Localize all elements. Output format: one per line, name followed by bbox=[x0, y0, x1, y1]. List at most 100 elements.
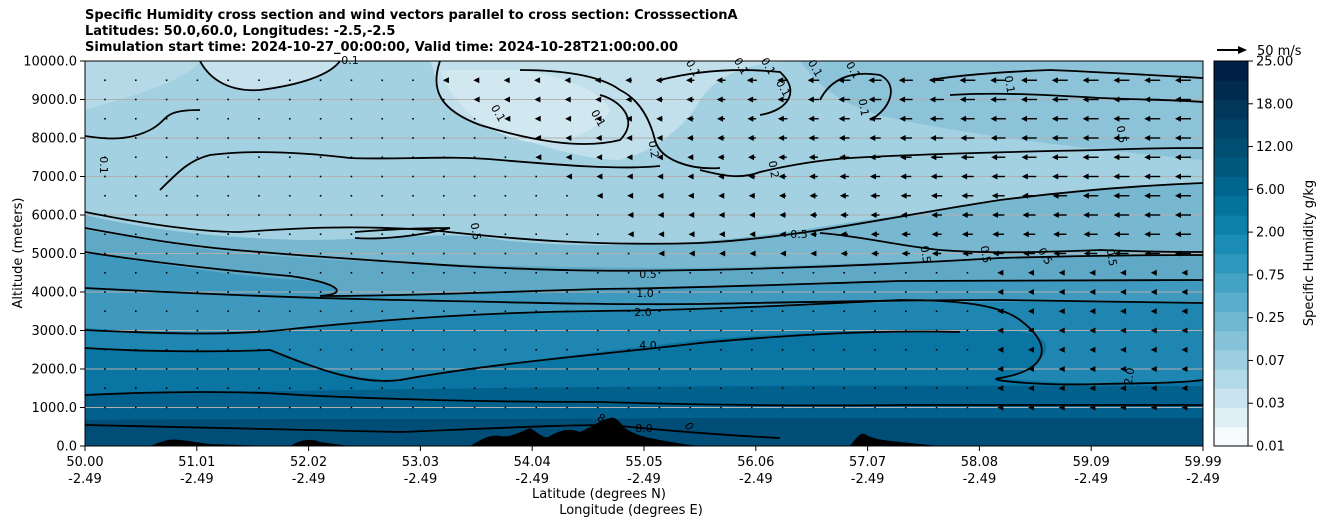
wind-vector-head bbox=[1051, 96, 1058, 103]
contour-label: 0.5 bbox=[639, 268, 657, 281]
wind-vector-dot bbox=[751, 368, 753, 370]
wind-vector-dot bbox=[135, 406, 137, 409]
wind-vector-head bbox=[1175, 173, 1181, 180]
wind-vector-dot bbox=[350, 271, 353, 274]
wind-vector-head bbox=[1113, 96, 1120, 103]
wind-vector-head bbox=[1120, 308, 1127, 315]
wind-vector-dot bbox=[597, 271, 599, 274]
x-tick-label-latitude: 53.03 bbox=[402, 455, 439, 470]
wind-vector-head bbox=[1181, 269, 1188, 276]
wind-vector-dot bbox=[350, 233, 353, 236]
wind-vector-head bbox=[1021, 115, 1027, 122]
wind-vector-dot bbox=[104, 175, 106, 178]
wind-vector-dot bbox=[504, 348, 507, 351]
wind-vector-dot bbox=[319, 387, 322, 390]
contour-label: 0.5 bbox=[1114, 125, 1130, 144]
wind-vector-dot bbox=[689, 406, 691, 409]
wind-vector-dot bbox=[781, 310, 784, 313]
wind-vector-dot bbox=[381, 233, 383, 236]
wind-vector-head bbox=[838, 96, 845, 103]
wind-vector-dot bbox=[658, 329, 661, 332]
wind-vector-dot bbox=[935, 271, 938, 274]
wind-vector-head bbox=[840, 212, 847, 218]
wind-vector-head bbox=[779, 212, 786, 218]
wind-vector-dot bbox=[227, 233, 229, 236]
wind-vectors bbox=[104, 77, 1191, 411]
wind-vector-head bbox=[565, 154, 572, 161]
wind-vector-dot bbox=[227, 329, 229, 332]
wind-vector-dot bbox=[135, 348, 137, 351]
wind-vector-head bbox=[748, 212, 755, 218]
wind-vector-head bbox=[1058, 346, 1065, 353]
wind-vector-dot bbox=[473, 387, 476, 390]
wind-vector-dot bbox=[812, 271, 815, 274]
wind-vector-head bbox=[837, 77, 844, 84]
wind-vector-dot bbox=[319, 79, 322, 82]
wind-vector-head bbox=[688, 250, 695, 257]
x-tick-label-latitude: 59.09 bbox=[1073, 455, 1110, 470]
x-tick-label-latitude: 52.02 bbox=[290, 455, 327, 470]
wind-vector-dot bbox=[412, 252, 414, 255]
wind-vector-dot bbox=[289, 252, 291, 255]
wind-vector-head bbox=[1051, 135, 1058, 141]
wind-vector-dot bbox=[597, 368, 599, 370]
wind-vector-head bbox=[503, 77, 510, 84]
wind-vector-head bbox=[534, 115, 541, 122]
wind-vector-dot bbox=[751, 348, 753, 351]
wind-vector-dot bbox=[196, 252, 199, 255]
wind-vector-dot bbox=[504, 406, 507, 409]
wind-vector-dot bbox=[319, 214, 322, 216]
wind-vector-dot bbox=[319, 156, 322, 159]
wind-vector-head bbox=[961, 231, 968, 238]
wind-vector-head bbox=[1058, 327, 1065, 334]
colorbar-segment bbox=[1214, 349, 1248, 370]
wind-vector-head bbox=[1021, 96, 1027, 103]
wind-vector-dot bbox=[104, 387, 106, 390]
wind-vector-head bbox=[1175, 231, 1181, 238]
wind-vector-dot bbox=[104, 194, 106, 197]
wind-vector-dot bbox=[812, 368, 815, 370]
wind-vector-head bbox=[1150, 269, 1157, 276]
wind-vector-dot bbox=[504, 329, 507, 332]
wind-vector-head bbox=[809, 173, 816, 180]
wind-vector-head bbox=[961, 173, 968, 180]
wind-vector-head bbox=[1083, 212, 1090, 218]
contour-label: 0.1 bbox=[97, 156, 110, 174]
wind-vector-dot bbox=[350, 137, 353, 139]
wind-vector-head bbox=[869, 154, 876, 161]
wind-key: 50 m/s bbox=[1217, 44, 1302, 59]
wind-vector-dot bbox=[658, 387, 661, 390]
wind-vector-dot bbox=[135, 194, 137, 197]
wind-vector-dot bbox=[258, 79, 260, 82]
wind-vector-dot bbox=[227, 117, 229, 120]
wind-vector-head bbox=[535, 154, 542, 161]
wind-vector-dot bbox=[135, 252, 137, 255]
wind-vector-dot bbox=[473, 137, 476, 139]
wind-vector-dot bbox=[165, 406, 168, 409]
colorbar-frame bbox=[1213, 60, 1249, 447]
x-tick-label-longitude: -2.49 bbox=[1074, 472, 1108, 487]
wind-vector-dot bbox=[165, 348, 168, 351]
wind-vector-head bbox=[1082, 77, 1089, 84]
wind-vector-head bbox=[839, 154, 846, 161]
band-dry-upper-left bbox=[200, 61, 340, 91]
wind-vector-head bbox=[657, 173, 664, 180]
wind-vector-head bbox=[868, 77, 875, 84]
colorbar-segment bbox=[1214, 157, 1248, 178]
colorbar-tick-label: 0.03 bbox=[1256, 397, 1285, 412]
wind-vector-dot bbox=[473, 310, 476, 313]
wind-vector-head bbox=[1028, 385, 1035, 392]
wind-vector-dot bbox=[966, 406, 969, 409]
wind-vector-head bbox=[565, 115, 572, 122]
wind-vector-head bbox=[1082, 173, 1089, 180]
wind-vector-dot bbox=[720, 271, 722, 274]
wind-vector-dot bbox=[689, 329, 691, 332]
wind-vector-dot bbox=[443, 156, 445, 159]
colorbar-label: Specific Humidity g/kg bbox=[1302, 180, 1317, 326]
wind-vector-head bbox=[839, 173, 846, 180]
wind-vector-dot bbox=[597, 291, 599, 293]
wind-vector-dot bbox=[689, 291, 691, 293]
colorbar-tick-label: 0.01 bbox=[1256, 440, 1285, 455]
wind-vector-dot bbox=[966, 271, 969, 274]
wind-vector-dot bbox=[135, 214, 137, 216]
